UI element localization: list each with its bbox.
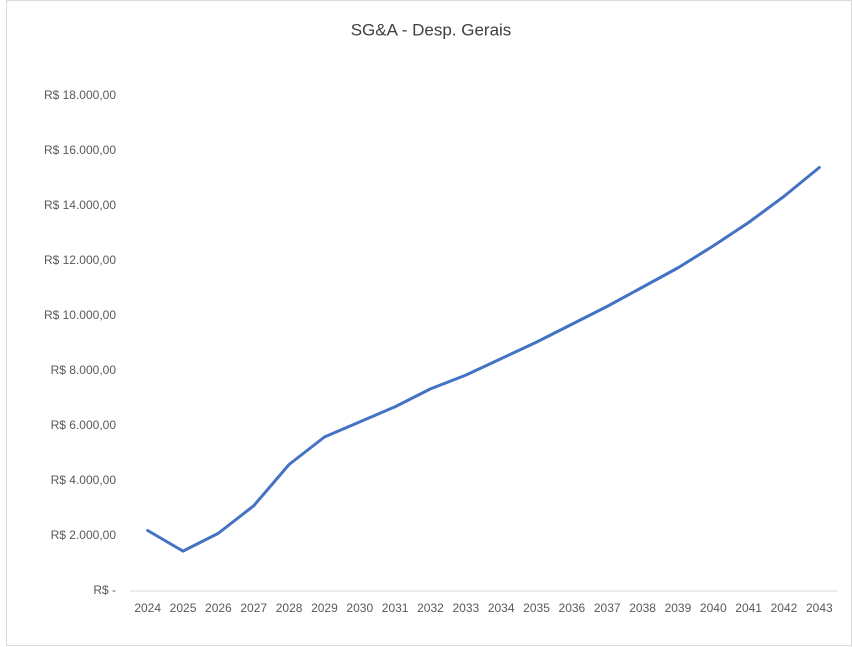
- y-tick-label: R$ 4.000,00: [51, 473, 117, 487]
- y-tick-label: R$ 18.000,00: [44, 88, 116, 102]
- y-tick-label: R$ 2.000,00: [51, 528, 117, 542]
- x-tick-label: 2040: [700, 601, 727, 615]
- y-tick-label: R$ 16.000,00: [44, 143, 116, 157]
- y-tick-label: R$ -: [93, 583, 116, 597]
- x-tick-label: 2033: [452, 601, 479, 615]
- x-tick-label: 2031: [382, 601, 409, 615]
- x-tick-label: 2030: [346, 601, 373, 615]
- y-tick-label: R$ 6.000,00: [51, 418, 117, 432]
- x-tick-label: 2042: [771, 601, 798, 615]
- x-tick-label: 2029: [311, 601, 338, 615]
- x-tick-label: 2039: [665, 601, 692, 615]
- x-tick-label: 2027: [240, 601, 267, 615]
- x-tick-label: 2026: [205, 601, 232, 615]
- x-tick-label: 2043: [806, 601, 833, 615]
- x-tick-label: 2025: [170, 601, 197, 615]
- x-tick-label: 2028: [276, 601, 303, 615]
- x-tick-label: 2024: [134, 601, 161, 615]
- chart-title: SG&A - Desp. Gerais: [351, 20, 512, 39]
- chart-frame: [6, 0, 852, 646]
- x-tick-label: 2038: [629, 601, 656, 615]
- x-tick-label: 2041: [735, 601, 762, 615]
- y-tick-label: R$ 8.000,00: [51, 363, 117, 377]
- y-tick-label: R$ 14.000,00: [44, 198, 116, 212]
- x-tick-label: 2037: [594, 601, 621, 615]
- x-tick-label: 2032: [417, 601, 444, 615]
- y-tick-label: R$ 10.000,00: [44, 308, 116, 322]
- line-series: [146, 166, 821, 553]
- x-tick-label: 2035: [523, 601, 550, 615]
- x-tick-label: 2036: [559, 601, 586, 615]
- x-tick-label: 2034: [488, 601, 515, 615]
- y-tick-label: R$ 12.000,00: [44, 253, 116, 267]
